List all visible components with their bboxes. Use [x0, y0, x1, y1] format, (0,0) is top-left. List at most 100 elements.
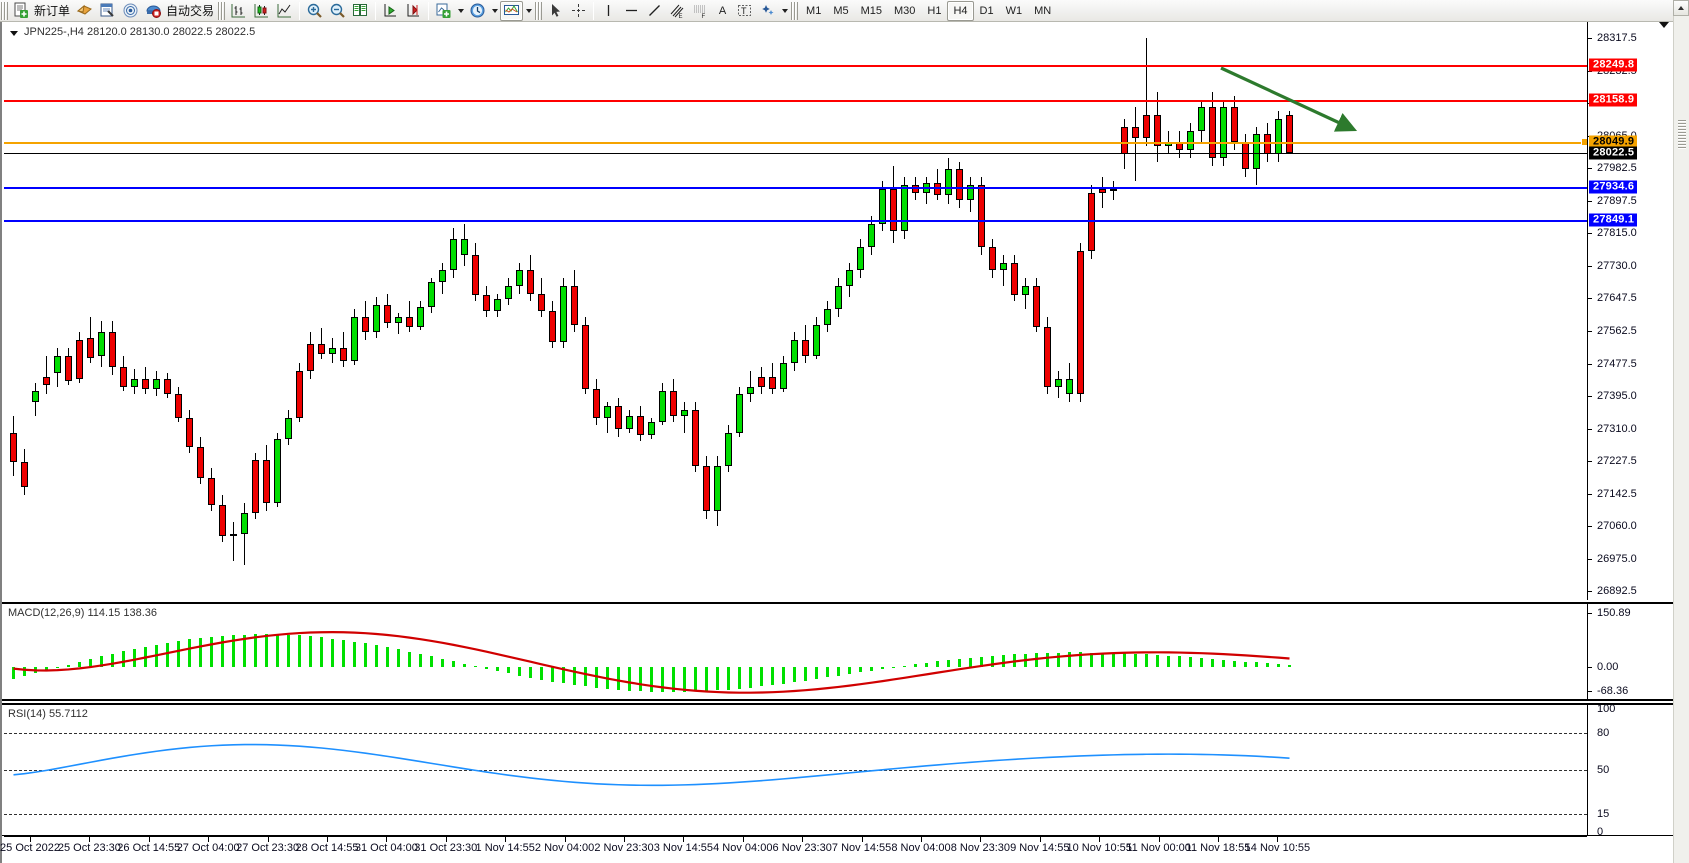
chart-collapse-caret-icon[interactable]: [1659, 22, 1669, 28]
price-pane[interactable]: JPN225-,H4 28120.0 28130.0 28022.5 28022…: [2, 22, 1689, 600]
macd-histogram-bar: [1078, 652, 1082, 667]
timeframe-m30-button[interactable]: M30: [894, 4, 916, 17]
candle-wick: [46, 355, 47, 395]
macd-histogram-bar: [792, 666, 796, 683]
candlestick-chart-button[interactable]: [250, 1, 273, 21]
equidistant-channel-button[interactable]: E: [666, 1, 689, 21]
signals-button[interactable]: [119, 1, 142, 21]
macd-pane[interactable]: MACD(12,26,9) 114.15 138.36 150.89 0.00 -6…: [2, 602, 1689, 701]
new-order-button[interactable]: [10, 1, 33, 21]
candle-body: [692, 409, 699, 467]
price-badge-support-lower[interactable]: 27849.1: [1589, 213, 1638, 227]
line-chart-button[interactable]: [273, 1, 296, 21]
macd-histogram-bar: [121, 651, 125, 667]
timeframe-m5-button[interactable]: M5: [833, 4, 849, 17]
macd-histogram-bar: [726, 666, 730, 690]
level-line-resistance-lower[interactable]: [4, 100, 1587, 102]
price-scale[interactable]: 28317.528232.528150.028065.027982.527897…: [1587, 22, 1689, 600]
pivot-level-handle[interactable]: [1581, 138, 1587, 147]
rsi-level-50: [4, 770, 1587, 772]
toolbar-grip-2[interactable]: [218, 1, 226, 20]
timeframe-mn-button[interactable]: MN: [1034, 4, 1052, 17]
timeframe-h4-button[interactable]: H4: [947, 0, 974, 21]
price-badge-pivot-level[interactable]: 28049.9: [1589, 135, 1638, 149]
price-badge-resistance-lower[interactable]: 28158.9: [1589, 93, 1638, 107]
period-dropdown-arrow[interactable]: [489, 8, 500, 13]
timeframe-m15-button[interactable]: M15: [860, 4, 882, 17]
macd-histogram-bar: [913, 664, 917, 667]
price-tick-mark: [1588, 298, 1592, 300]
bar-chart-button[interactable]: [227, 1, 250, 21]
toolbar-grip-3[interactable]: [535, 1, 543, 20]
toolbar-grip[interactable]: [1, 1, 8, 20]
zoom-in-button[interactable]: [303, 1, 326, 21]
auto-scroll-button[interactable]: [379, 1, 402, 21]
macd-scale[interactable]: 150.89 0.00 -68.36: [1587, 604, 1689, 699]
macd-plot-area[interactable]: [4, 604, 1587, 699]
macd-histogram-bar: [616, 666, 620, 690]
objects-button[interactable]: [756, 1, 779, 21]
text-button[interactable]: A: [718, 4, 727, 17]
level-line-resistance-upper[interactable]: [4, 64, 1587, 67]
cursor-button[interactable]: [544, 1, 567, 21]
macd-histogram-bar: [1166, 655, 1170, 667]
macd-title-label: MACD(12,26,9) 114.15 138.36: [8, 607, 157, 619]
new-order-icon: [14, 2, 28, 18]
timeframe-m1-button[interactable]: M1: [806, 4, 822, 17]
price-tick-mark: [1588, 429, 1592, 431]
period-button[interactable]: [466, 1, 489, 21]
expert-advisors-button[interactable]: [73, 1, 96, 21]
templates-button[interactable]: [500, 0, 524, 21]
candle-body: [1011, 262, 1018, 296]
chart-menu-caret-icon[interactable]: [10, 31, 18, 36]
toolbar-separator-2: [375, 1, 377, 20]
timeframe-d1-button[interactable]: D1: [979, 4, 994, 17]
chart-shift-button[interactable]: [402, 1, 425, 21]
tile-windows-button[interactable]: [349, 1, 372, 21]
add-indicator-button[interactable]: [432, 1, 455, 21]
level-line-last-price[interactable]: [4, 152, 1587, 154]
macd-histogram-bar: [649, 666, 653, 692]
timeframe-h1-button[interactable]: H1: [927, 4, 942, 17]
zoom-out-button[interactable]: [326, 1, 349, 21]
candle-wick: [684, 402, 685, 434]
price-badge-last-price[interactable]: 28022.5: [1589, 146, 1638, 160]
price-badge-resistance-upper[interactable]: 28249.8: [1589, 58, 1638, 72]
scrollbar-grip[interactable]: [1678, 120, 1686, 150]
level-line-support-upper[interactable]: [4, 187, 1587, 190]
candle-body: [659, 390, 666, 422]
vertical-line-button[interactable]: [597, 1, 620, 21]
macd-histogram-bar: [748, 666, 752, 688]
macd-histogram-bar: [770, 666, 774, 686]
data-window-button[interactable]: [96, 1, 119, 21]
level-line-pivot-level[interactable]: [4, 142, 1587, 145]
rsi-pane[interactable]: RSI(14) 55.7112 100 80 50 15 0: [2, 703, 1689, 838]
text-label-button[interactable]: T: [733, 1, 756, 21]
price-plot-area[interactable]: [4, 22, 1587, 600]
add-indicator-dropdown-arrow[interactable]: [455, 8, 466, 13]
time-axis[interactable]: 25 Oct 2022 25 Oct 23:30 26 Oct 14:55 27 Oc…: [0, 836, 1689, 863]
macd-histogram-bar: [1067, 652, 1071, 667]
objects-dropdown-arrow[interactable]: [779, 8, 790, 13]
rsi-scale[interactable]: 100 80 50 15 0: [1587, 703, 1689, 838]
time-tick-label: 27 Oct 23:30: [236, 842, 300, 854]
candlestick-icon: [254, 4, 269, 18]
toolbar-grip-4[interactable]: [791, 1, 799, 20]
templates-dropdown-arrow[interactable]: [523, 8, 534, 13]
time-tick-label: 11 Nov 18:55: [1185, 842, 1251, 854]
horizontal-line-button[interactable]: [620, 1, 643, 21]
crosshair-button[interactable]: [567, 1, 590, 21]
macd-histogram-bar: [1254, 662, 1258, 667]
timeframe-w1-button[interactable]: W1: [1005, 4, 1023, 17]
auto-trading-button[interactable]: [142, 1, 165, 21]
fibonacci-button[interactable]: F: [689, 1, 712, 21]
candle-body: [87, 338, 94, 358]
time-tick-label: 2 Nov 23:30: [594, 842, 654, 854]
level-line-support-lower[interactable]: [4, 220, 1587, 223]
price-badge-support-upper[interactable]: 27934.6: [1589, 180, 1638, 194]
rsi-plot-area[interactable]: [4, 705, 1587, 835]
vertical-scrollbar[interactable]: [1673, 0, 1689, 863]
trendline-button[interactable]: [643, 1, 666, 21]
scroll-up-button[interactable]: [1673, 0, 1689, 16]
candle-body: [472, 254, 479, 296]
